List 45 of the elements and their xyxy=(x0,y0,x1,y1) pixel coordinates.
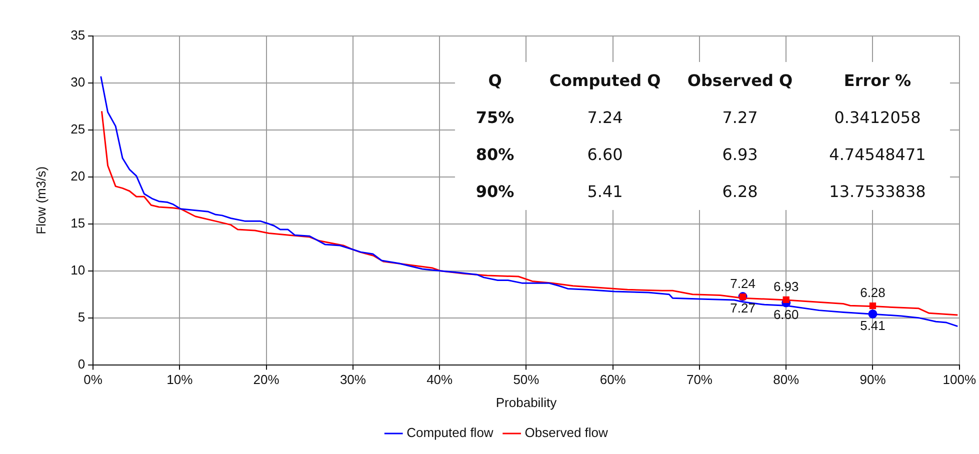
y-tick-label: 15 xyxy=(70,215,86,230)
x-tick-label: 100% xyxy=(942,372,976,388)
y-axis-title: Flow (m3/s) xyxy=(33,166,48,234)
x-tick-label: 60% xyxy=(600,372,626,388)
x-tick-label: 90% xyxy=(860,372,886,388)
y-tick-label: 25 xyxy=(70,122,86,137)
data-label: 6.93 xyxy=(773,278,799,294)
annotation: 90% xyxy=(474,181,516,203)
data-label: 5.41 xyxy=(860,318,886,334)
annotation: 4.74548471 xyxy=(828,144,927,166)
annotation: 5.41 xyxy=(586,181,624,203)
data-label: 6.28 xyxy=(860,284,886,300)
data-label: 6.60 xyxy=(773,306,799,322)
annotation: 6.93 xyxy=(721,144,759,166)
data-label: 7.24 xyxy=(730,276,756,291)
annotation: 6.28 xyxy=(721,181,759,203)
x-tick-label: 10% xyxy=(166,372,194,388)
x-axis-title: Probability xyxy=(496,394,558,410)
y-tick-label: 0 xyxy=(78,356,86,372)
y-tick-label: 10 xyxy=(70,262,86,278)
x-tick-label: 70% xyxy=(686,372,713,388)
x-tick-label: 80% xyxy=(773,372,800,388)
annotation: Computed Q xyxy=(548,70,662,92)
legend-label: Observed flow xyxy=(524,425,609,440)
data-label: 7.27 xyxy=(730,300,756,316)
annotation: Error % xyxy=(842,70,912,92)
annotation: 7.24 xyxy=(586,107,624,129)
x-tick-label: 20% xyxy=(253,372,280,388)
annotation: 80% xyxy=(474,144,516,166)
x-tick-label: 0% xyxy=(84,372,103,388)
y-tick-label: 5 xyxy=(78,309,86,324)
legend-label: Computed flow xyxy=(406,425,494,440)
annotation: 6.60 xyxy=(586,144,624,166)
annotation: 13.7533838 xyxy=(828,181,927,203)
annotation: Observed Q xyxy=(686,70,794,92)
x-tick-label: 30% xyxy=(340,372,366,388)
annotation: 75% xyxy=(474,107,516,129)
x-tick-label: 40% xyxy=(426,372,454,388)
annotation: 7.27 xyxy=(721,107,759,129)
annotation: 0.3412058 xyxy=(833,107,922,129)
annotation: Q xyxy=(487,70,503,92)
y-tick-label: 35 xyxy=(70,28,86,43)
y-tick-label: 30 xyxy=(70,74,86,90)
y-tick-label: 20 xyxy=(70,168,86,184)
x-tick-label: 50% xyxy=(513,372,540,388)
